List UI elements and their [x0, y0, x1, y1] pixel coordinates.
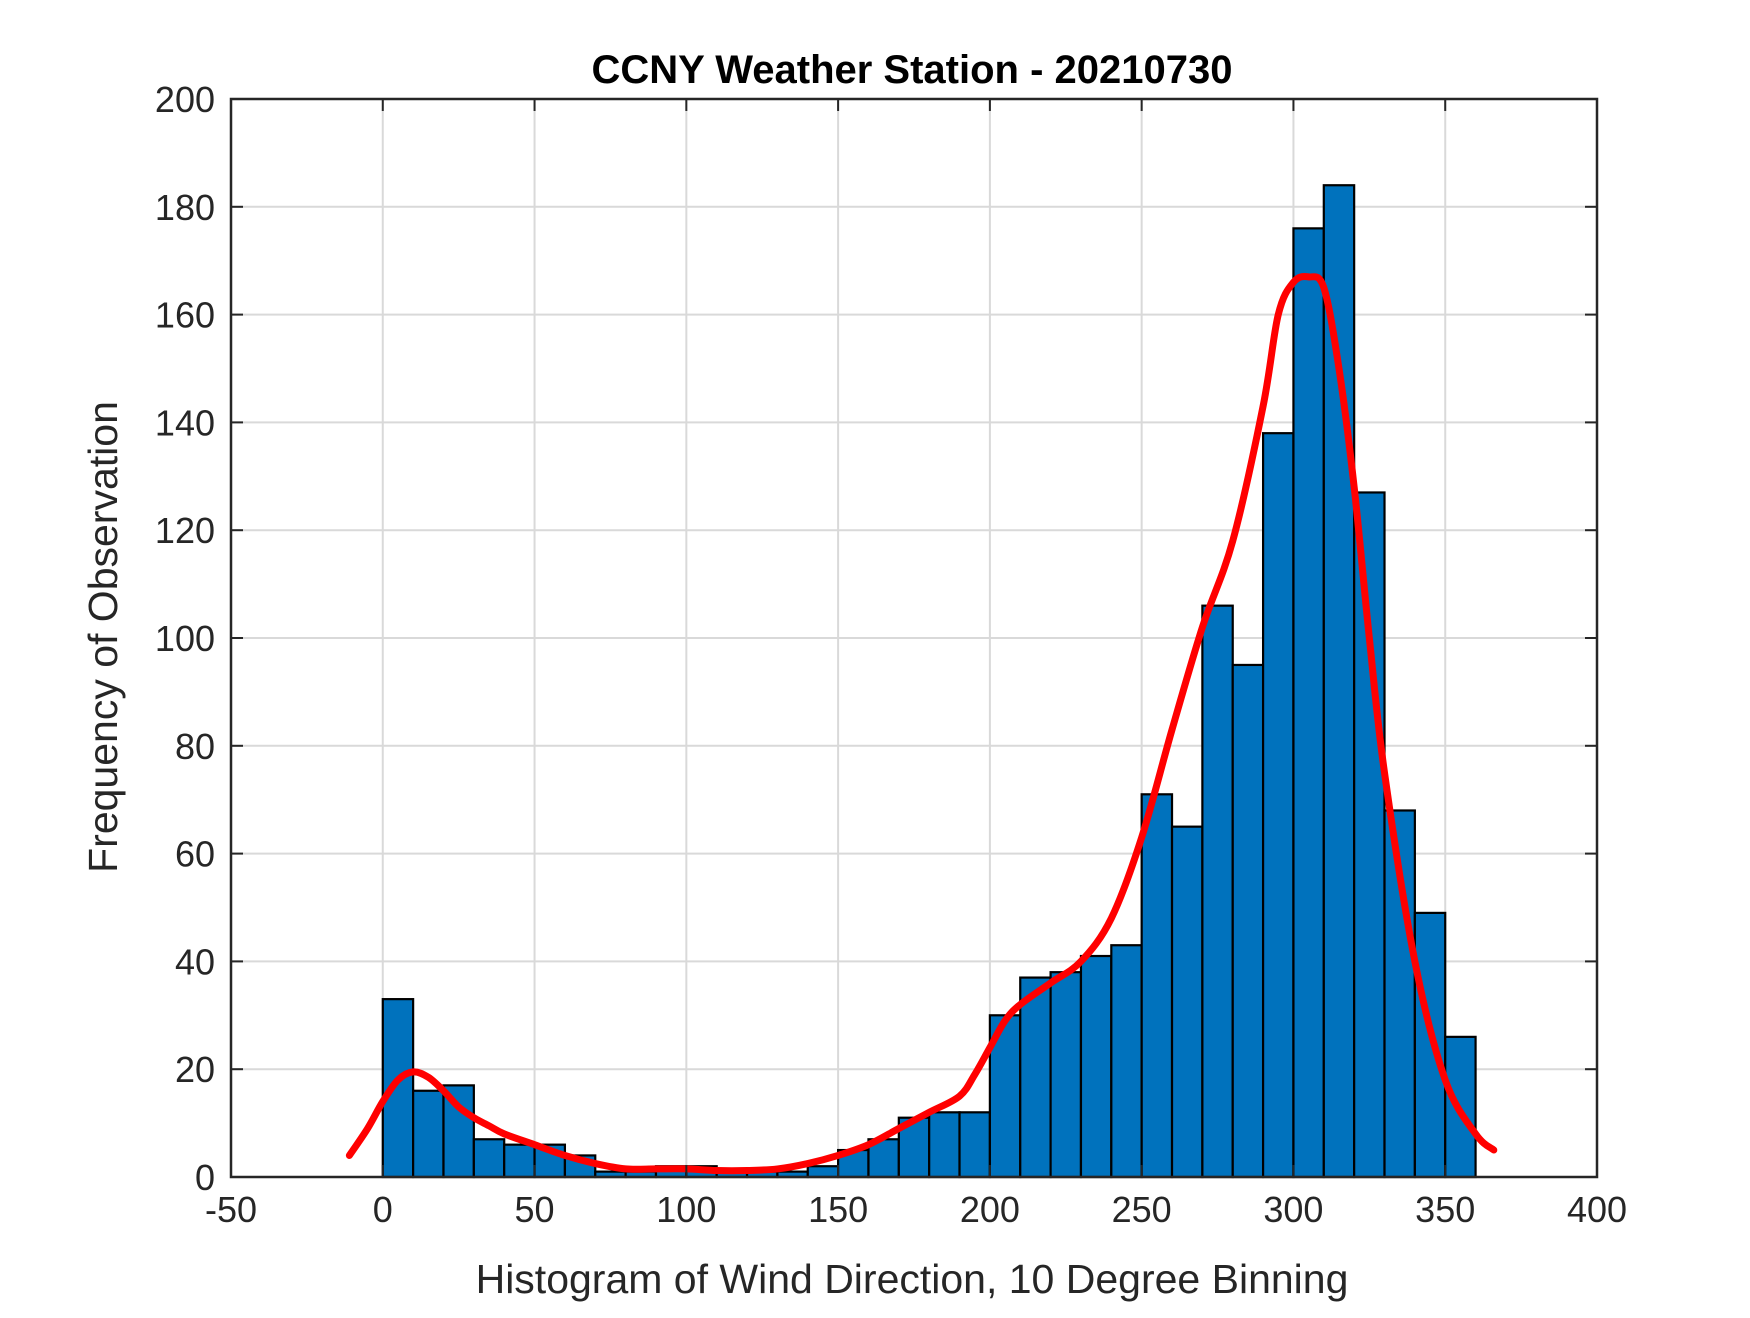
histogram-bar [806, 1165, 840, 1179]
fit-curve-line [345, 272, 1498, 1175]
x-tick-label: 250 [1112, 1189, 1172, 1230]
x-tick-label: 350 [1415, 1189, 1475, 1230]
axis-ticks: -50 0 50 100 150 200 250 300 350 4000204060801001… [155, 79, 1627, 1230]
y-tick-label: 60 [175, 834, 215, 875]
histogram-bar [503, 1143, 536, 1179]
histogram-bar [442, 1084, 475, 1179]
x-tick-label: 50 [515, 1189, 555, 1230]
x-tick-label: 300 [1263, 1189, 1323, 1230]
x-tick-label: 200 [960, 1189, 1020, 1230]
x-tick-label: 400 [1567, 1189, 1627, 1230]
y-tick-label: 140 [155, 402, 215, 443]
y-tick-label: 120 [155, 510, 215, 551]
y-tick-label: 180 [155, 187, 215, 228]
fit-curve-layer [345, 272, 1498, 1175]
histogram-bar [1353, 491, 1386, 1179]
y-tick-label: 80 [175, 726, 215, 767]
histogram-bar [1413, 911, 1447, 1179]
x-axis-label: Histogram of Wind Direction, 10 Degree B… [476, 1256, 1349, 1302]
histogram-bar [1322, 184, 1356, 1179]
histogram-bar [958, 1111, 991, 1179]
histogram-bar [1444, 1035, 1477, 1179]
y-tick-label: 160 [155, 295, 215, 336]
y-tick-label: 20 [175, 1049, 215, 1090]
chart-title: CCNY Weather Station - 20210730 [592, 48, 1233, 92]
y-tick-label: 0 [195, 1157, 215, 1198]
histogram-bar [1201, 604, 1234, 1179]
histogram-bar [928, 1111, 961, 1179]
histogram-bar [1079, 954, 1113, 1179]
histogram-bar [1292, 227, 1325, 1179]
x-tick-label: -50 [205, 1189, 257, 1230]
histogram-bar [1049, 971, 1083, 1179]
histogram-bar [1140, 793, 1174, 1179]
histogram-bar [1170, 825, 1204, 1179]
x-tick-label: 0 [373, 1189, 393, 1230]
histogram-bar [1261, 432, 1295, 1179]
histogram-bar [412, 1089, 445, 1179]
histogram-bar [1110, 944, 1143, 1179]
histogram-bar [1019, 976, 1052, 1179]
y-tick-label: 100 [155, 618, 215, 659]
histogram-bar [472, 1138, 506, 1179]
x-tick-label: 100 [656, 1189, 716, 1230]
histogram-bar [1231, 663, 1265, 1179]
y-axis-label: Frequency of Observation [80, 401, 126, 873]
x-tick-label: 150 [808, 1189, 868, 1230]
y-tick-label: 40 [175, 941, 215, 982]
y-tick-label: 200 [155, 79, 215, 120]
